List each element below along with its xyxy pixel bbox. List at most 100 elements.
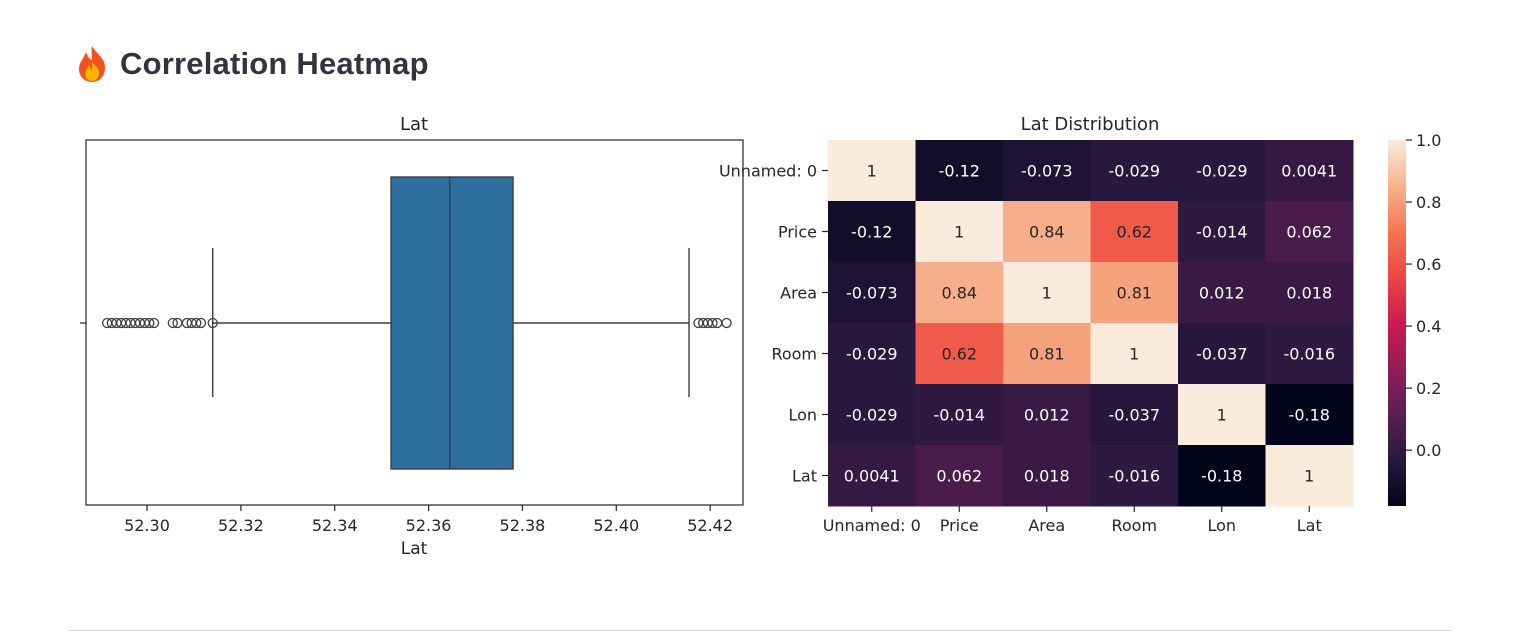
heatmap-cell [1090,140,1179,202]
col-label: Unnamed: 0 [823,516,921,535]
heatmap-cell [1178,201,1266,263]
col-label: Room [1111,516,1157,535]
heatmap-cell-label: -0.014 [1196,223,1248,242]
heatmap-cell-label: 0.062 [936,467,982,486]
heatmap-cell [1090,445,1179,507]
x-tick-label: 52.30 [124,516,170,535]
row-label: Area [780,284,817,303]
heatmap-cell [915,201,1004,263]
colorbar-tick-label: 0.8 [1416,193,1441,212]
colorbar-tick-label: 0.4 [1416,317,1441,336]
heatmap-cell-label: -0.18 [1289,406,1330,425]
heatmap-cell [1090,323,1179,385]
x-tick-label: 52.36 [406,516,452,535]
heatmap-cell-label: 0.81 [1029,345,1065,364]
fire-icon [79,46,106,82]
heatmap-cell-label: 0.62 [941,345,977,364]
heatmap-cell-label: 1 [954,223,964,242]
outlier-point [167,317,178,329]
col-label: Price [940,516,979,535]
row-label: Unnamed: 0 [719,162,817,181]
heatmap-cell-label: -0.037 [1108,406,1160,425]
heatmap-cell-label: 0.062 [1286,223,1332,242]
heatmap-cell [1178,262,1266,324]
heatmap-cell-label: -0.016 [1283,345,1335,364]
heatmap-cell-label: 0.018 [1286,284,1332,303]
heatmap-cell [1003,201,1091,263]
heatmap-cell [1265,140,1354,202]
heatmap-cell [828,323,916,385]
colorbar-tick-label: 0.2 [1416,379,1441,398]
heatmap-cell [1265,384,1354,446]
colorbar-tick-label: 0.6 [1416,255,1441,274]
row-label: Price [778,223,817,242]
heatmap-cell [1265,201,1354,263]
colorbar-tick-label: 1.0 [1416,131,1441,150]
heatmap-cell [1090,201,1179,263]
x-tick-label: 52.34 [312,516,358,535]
heatmap-cell-label: 1 [1129,345,1139,364]
charts-area: Lat 52.30 52.32 52.34 52.36 52.38 52.40 52.42 … [80,114,1442,559]
heatmap-cell-label: -0.029 [1108,162,1160,181]
heatmap-cell [915,140,1004,202]
heatmap-cell [1265,262,1354,324]
heatmap-cell [828,384,916,446]
heatmap-cell [1178,140,1266,202]
heatmap-cell [828,445,916,507]
heatmap-cell [828,201,916,263]
box-iqr [390,176,514,470]
outlier-point [195,317,207,329]
heatmap-cell-label: -0.073 [1021,162,1073,181]
heatmap-cell-label: 0.62 [1116,223,1152,242]
heatmap-cell-label: 0.018 [1024,467,1070,486]
heatmap-cell-label: -0.016 [1108,467,1160,486]
outlier-point [144,317,155,329]
page-header: Correlation Heatmap [74,40,429,88]
heatmap-cell-label: 1 [1217,406,1227,425]
heatmap-cell [1003,323,1091,385]
outlier-point [707,317,718,329]
heatmap-cell-label: 0.0041 [844,467,900,486]
x-tick-label: 52.32 [218,516,264,535]
heatmap-cell [1003,384,1091,446]
heatmap-cell-label: 1 [1304,467,1314,486]
outlier-point [148,317,160,329]
colorbar-tick-label: 0.0 [1416,441,1441,460]
heatmap-cell-label: 0.84 [1029,223,1065,242]
heatmap-cell [1090,384,1179,446]
heatmap-cell [1265,323,1354,385]
outlier-point [721,317,732,329]
heatmap-cell-label: 0.012 [1024,406,1070,425]
row-label: Lon [788,406,817,425]
heatmap-cell-label: -0.18 [1201,467,1242,486]
x-tick-label: 52.40 [593,516,639,535]
heatmap-cell-label: -0.014 [933,406,985,425]
heatmap-cell-label: -0.12 [851,223,892,242]
heatmap-cell [915,384,1004,446]
heatmap-cell-label: -0.12 [939,162,980,181]
heatmap-cell [1090,262,1179,324]
heatmap-cell [1178,384,1266,446]
heatmap-cell [828,140,916,202]
outlier-point [207,317,218,329]
heatmap-cell-label: 0.84 [941,284,977,303]
section-divider [68,630,1452,631]
box-plot: Lat 52.30 52.32 52.34 52.36 52.38 52.40 52.42 … [80,114,744,559]
heatmap-cell-label: -0.073 [846,284,898,303]
outlier-point [191,317,202,329]
x-tick-label: 52.38 [500,516,546,535]
box-plot-xlabel: Lat [401,539,428,559]
row-label: Lat [792,467,817,486]
heatmap-cell [915,262,1004,324]
page-title: Correlation Heatmap [120,46,429,81]
heatmap-cell-label: -0.029 [846,406,898,425]
heatmap-cell [1003,262,1091,324]
heatmap-cell [1003,445,1091,507]
heatmap: Lat Distribution 1 -0.12 -0.073 -0.029 -0.02… [719,114,1442,535]
heatmap-cell-label: 1 [1042,284,1052,303]
col-label: Lon [1207,516,1236,535]
heatmap-cell-label: -0.037 [1196,345,1248,364]
heatmap-cell-label: 0.0041 [1281,162,1337,181]
row-label: Room [771,345,817,364]
box-plot-title: Lat [400,114,428,135]
